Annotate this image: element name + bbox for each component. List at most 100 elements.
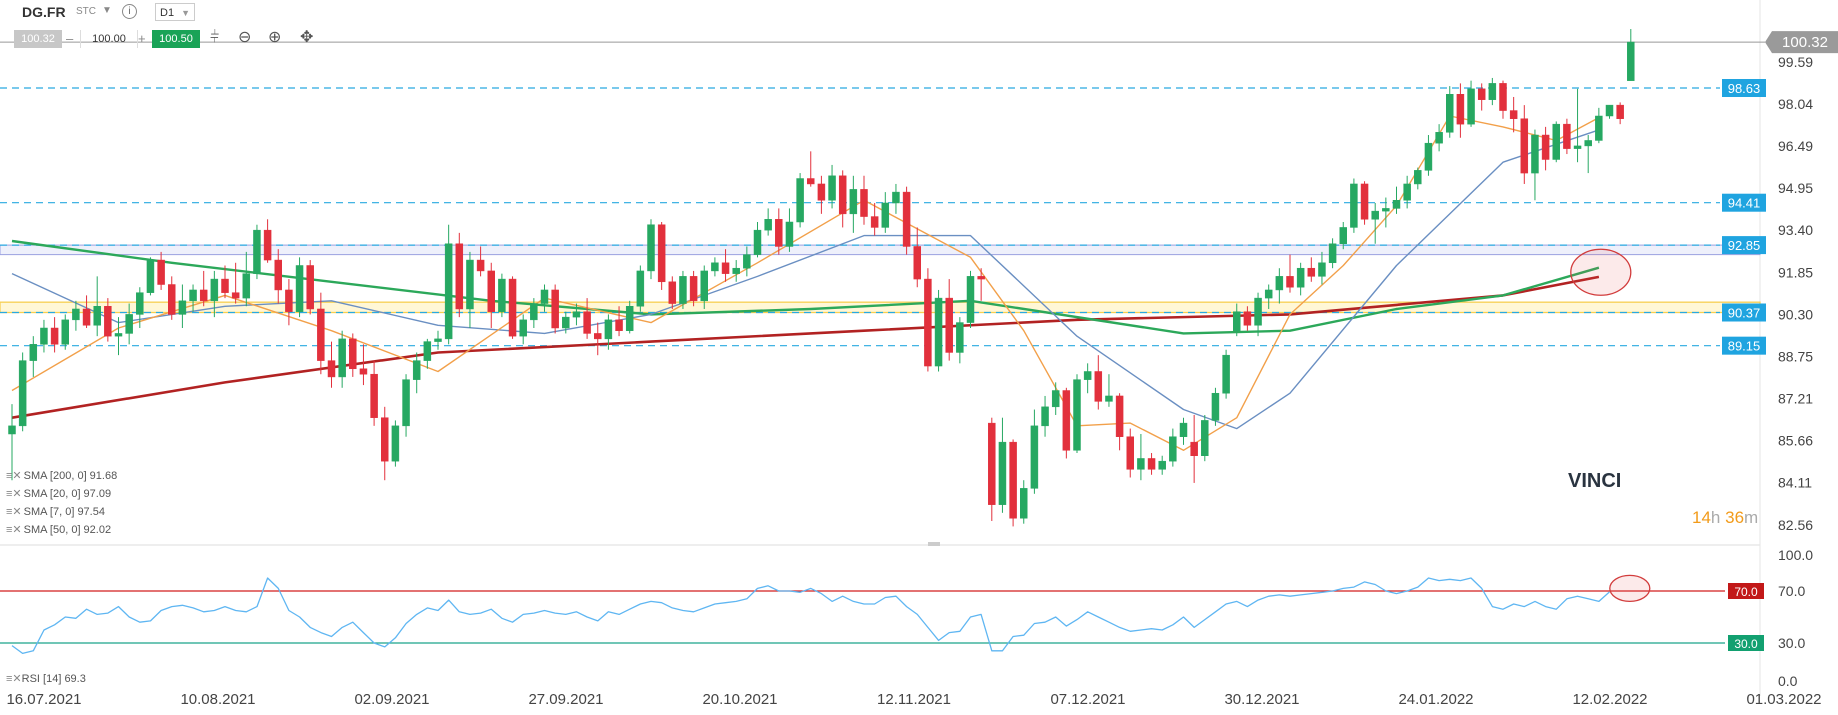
candle-body [455,243,464,310]
timeframe-select[interactable]: D1 ▼ [155,3,195,21]
quantity-input[interactable]: 100.00 [80,30,138,48]
menu-icon: ≡✕ [6,524,22,536]
candle-body [540,289,549,304]
price-tick-label: 85.66 [1778,433,1813,449]
candle-body [1531,134,1539,174]
sell-price-button[interactable]: 100.32 [14,30,62,48]
candle-body [988,422,996,505]
candle-body [29,344,38,361]
candle-body [881,202,890,228]
candle-body [711,262,719,272]
level-label: 94.41 [1728,196,1761,211]
candle-body [317,308,325,361]
candle-body [1627,41,1635,81]
candle-body [562,316,570,329]
legend-sma7[interactable]: ≡✕ SMA [7, 0] 97.54 [6,505,105,518]
level-label: 89.15 [1728,339,1761,354]
zoom-out-icon[interactable]: ⊖ [238,29,252,46]
candle-body [1233,311,1241,331]
info-icon[interactable]: i [122,4,137,19]
date-tick-label: 10.08.2021 [180,691,255,708]
candle-body [594,333,602,340]
candle-body [807,178,815,185]
candle-body [1030,425,1039,489]
candle-body [295,265,304,312]
candle-body [689,276,698,302]
candle-body [998,441,1007,505]
candle-body [1190,441,1198,456]
legend-sma20[interactable]: ≡✕ SMA [20, 0] 97.09 [6,487,111,500]
price-tick-label: 93.40 [1778,222,1813,238]
candle-body [338,338,346,378]
timer-minutes: 36 [1725,508,1745,527]
candle-body [956,322,964,353]
candle-body [1499,83,1507,111]
date-tick-label: 27.09.2021 [528,691,603,708]
price-tick-label: 96.49 [1778,138,1813,154]
candle-body [1318,262,1326,277]
candle-body [1382,208,1390,212]
exchange-badge: STC [76,6,96,17]
candle-body [1573,145,1582,149]
candle-body [934,297,943,367]
candle-body [466,259,474,310]
sma-line [11,275,1600,419]
candle-body [423,341,432,361]
candle-body [1254,297,1262,326]
candle-body [615,319,623,331]
candle-body [487,270,495,312]
candle-body [668,281,677,304]
chevron-down-icon[interactable]: ▼ [102,5,112,16]
candle-body [242,273,251,299]
instrument-name: VINCI [1568,470,1622,492]
date-tick-label: 12.02.2022 [1572,691,1647,708]
candle-body [168,284,176,315]
candle-body [8,425,16,435]
candle-body [1211,392,1220,421]
price-tick-label: 99.59 [1778,54,1813,70]
price-tick-label: 87.21 [1778,390,1813,406]
legend-sma50[interactable]: ≡✕ SMA [50, 0] 92.02 [6,523,111,536]
candle-body [530,303,538,321]
candle-body [1392,200,1401,209]
candle-body [1563,123,1571,149]
candle-body [519,319,527,337]
level-label: 90.37 [1728,306,1761,321]
zoom-in-icon[interactable]: ⊕ [268,29,282,46]
rsi-level-label: 70.0 [1734,585,1758,599]
menu-icon: ≡✕ [6,488,22,500]
candle-body [1105,395,1113,402]
candle-timer: 14h 36m [1692,508,1758,528]
legend-rsi[interactable]: ≡✕RSI [14] 69.3 [6,672,86,685]
date-tick-label: 24.01.2022 [1398,691,1473,708]
legend-sma200[interactable]: ≡✕ SMA [200, 0] 91.68 [6,469,117,482]
date-tick-label: 30.12.2021 [1224,691,1299,708]
candle-body [657,224,666,283]
candle-body [327,360,336,378]
candles-icon[interactable]: ⫩ [210,29,220,46]
date-tick-label: 12.11.2021 [877,691,951,708]
candle-body [136,292,144,315]
candle-body [263,229,272,261]
legend-label: RSI [14] 69.3 [21,673,86,685]
candle-body [753,229,762,255]
candle-body [1616,104,1624,119]
candle-body [1520,118,1529,174]
symbol-name[interactable]: DG.FR [22,4,66,20]
buy-price-button[interactable]: 100.50 [152,30,200,48]
candle-body [1360,183,1369,220]
candle-body [1552,123,1560,160]
candle-body [199,289,208,302]
increase-quantity-button[interactable]: + [138,31,146,46]
sma-line [11,239,1600,335]
level-tag [1722,193,1766,212]
candle-body [1062,390,1071,451]
candle-body [1424,142,1433,171]
candle-body [1286,276,1294,288]
decrease-quantity-button[interactable]: – [66,31,74,46]
timer-hours: 14 [1692,508,1711,527]
candle-body [625,306,634,331]
crosshair-icon[interactable]: ✥ [300,29,314,46]
candle-body [476,259,485,272]
